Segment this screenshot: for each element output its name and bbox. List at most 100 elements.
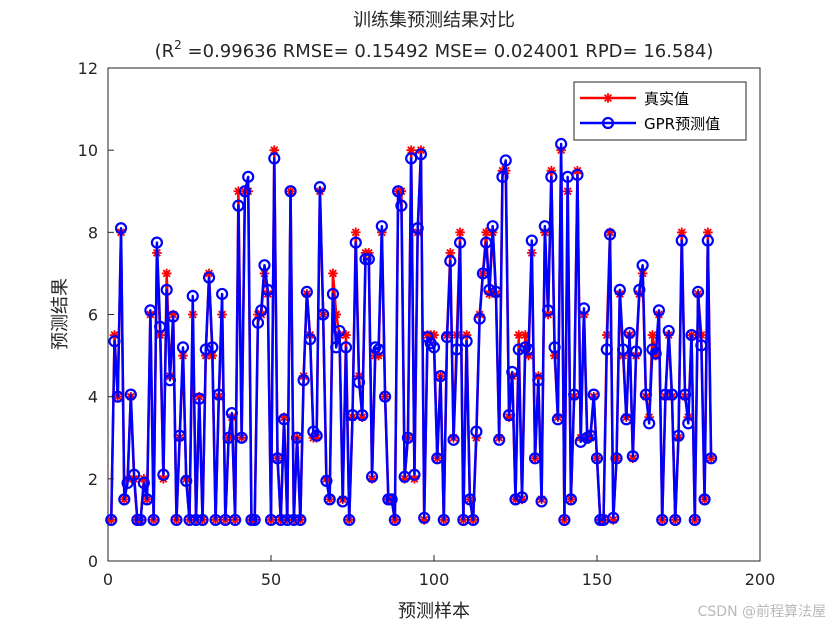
gpr-point [587, 388, 600, 401]
gpr-point [326, 287, 340, 301]
gpr-point [395, 199, 408, 212]
gpr-point [392, 185, 405, 198]
x-tick-label: 50 [261, 570, 281, 589]
gpr-point [323, 493, 336, 506]
gpr-point [682, 417, 695, 430]
gpr-point [659, 388, 672, 401]
x-tick-label: 100 [419, 570, 450, 589]
gpr-point [486, 220, 499, 233]
true-value-point [647, 330, 658, 340]
gpr-point [444, 254, 457, 268]
gpr-point [675, 234, 688, 247]
gpr-point [388, 513, 401, 527]
gpr-point [281, 513, 294, 527]
gpr-point [304, 333, 317, 346]
gpr-point [577, 302, 591, 315]
gpr-point [499, 154, 512, 167]
legend: 真实值 GPR预测值 [573, 81, 747, 141]
gpr-point [261, 283, 274, 296]
gpr-point [300, 285, 313, 299]
gpr-point [114, 222, 128, 235]
x-tick-label: 150 [582, 570, 613, 589]
legend-entry-gpr: GPR预测值 [580, 115, 720, 133]
gpr-point [509, 493, 522, 506]
y-tick-label: 12 [78, 59, 98, 78]
gpr-point [467, 513, 480, 527]
gpr-point [127, 468, 141, 481]
gpr-point [522, 343, 535, 356]
gpr-point [607, 511, 620, 524]
gpr-point [154, 320, 167, 333]
gpr-point [150, 236, 163, 249]
gpr-point [163, 374, 177, 387]
subtitle-prefix: (R [154, 41, 175, 62]
gpr-point [225, 407, 238, 420]
gpr-point [414, 148, 428, 161]
y-tick-label: 4 [88, 388, 98, 407]
gpr-point [176, 341, 190, 354]
gpr-point [600, 343, 613, 356]
gpr-point [460, 335, 473, 348]
x-tick-label: 200 [745, 570, 776, 589]
gpr-point [401, 431, 415, 444]
gpr-point [489, 285, 503, 299]
gpr-point [626, 450, 639, 463]
gpr-point [538, 220, 551, 233]
gpr-point [268, 152, 281, 165]
gpr-point [105, 513, 118, 527]
gpr-point [141, 493, 154, 506]
gpr-point [193, 392, 206, 405]
gpr-point [134, 513, 147, 527]
gpr-point [528, 452, 542, 465]
gpr-point [297, 374, 310, 387]
gpr-point [691, 285, 705, 299]
gpr-point [506, 365, 519, 379]
gpr-point [555, 137, 568, 151]
legend-circle-marker [601, 116, 615, 130]
gpr-point [525, 234, 538, 247]
gpr-point [258, 259, 271, 272]
gpr-point [704, 452, 718, 465]
gpr-point [173, 429, 186, 442]
gpr-point [548, 341, 561, 354]
gpr-point [352, 376, 366, 389]
gpr-point [242, 170, 255, 183]
gpr-point [678, 388, 692, 401]
gpr-point [698, 493, 711, 506]
true-value-point [328, 268, 338, 279]
y-tick-label: 6 [88, 306, 98, 325]
gpr-point [558, 513, 571, 527]
gpr-point [229, 513, 242, 527]
gpr-point [535, 495, 548, 508]
gpr-point [688, 513, 701, 527]
legend-asterisk [603, 93, 613, 103]
gpr-point [418, 511, 431, 524]
gpr-point [251, 316, 265, 329]
gpr-point [186, 289, 199, 303]
gpr-point [515, 491, 529, 504]
gpr-point [590, 452, 604, 465]
gpr-point [212, 388, 225, 401]
gpr-point [284, 185, 297, 198]
true-value-point [703, 227, 713, 238]
gpr-point [255, 304, 268, 317]
gpr-point [232, 199, 245, 212]
gpr-point [502, 409, 516, 422]
gpr-point [235, 431, 248, 444]
gpr-point [310, 429, 323, 442]
y-tick-label: 2 [88, 470, 98, 489]
series-gpr-predictions [105, 137, 718, 527]
true-value-point [161, 268, 172, 279]
legend-label-gpr: GPR预测值 [644, 115, 720, 133]
x-tick-label: 0 [103, 570, 113, 589]
gpr-point [349, 236, 362, 249]
gpr-point [545, 170, 558, 183]
gpr-point [160, 283, 173, 296]
gpr-point [313, 181, 326, 194]
gpr-point [603, 228, 617, 241]
gpr-point [343, 513, 356, 527]
gpr-point [532, 374, 545, 387]
gpr-point [121, 476, 134, 490]
gpr-point [584, 429, 597, 442]
gpr-point [643, 417, 656, 430]
